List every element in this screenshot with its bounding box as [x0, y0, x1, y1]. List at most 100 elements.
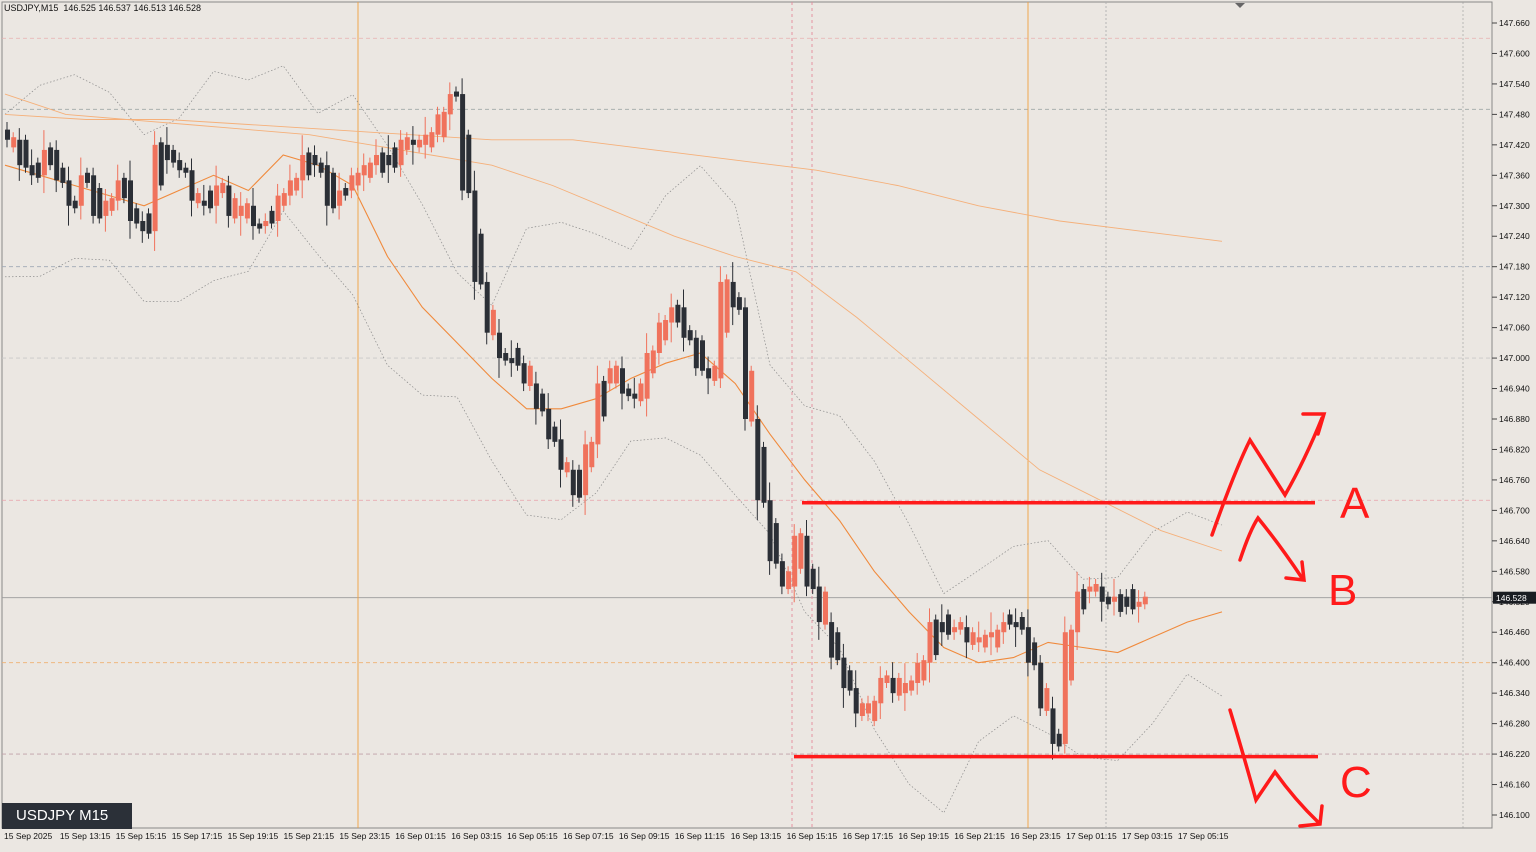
y-tick-label: 146.280 [1499, 719, 1530, 729]
y-tick-label: 147.660 [1499, 18, 1530, 28]
scenario-b-arrow [1238, 515, 1304, 580]
bear-candle [201, 200, 207, 206]
bear-candle [324, 165, 330, 206]
bull-candle [220, 182, 226, 194]
bollinger-lower-band [4, 210, 1223, 814]
bear-candle [208, 190, 213, 209]
bull-candle [1062, 632, 1068, 744]
x-tick-label: 16 Sep 17:15 [843, 831, 894, 841]
y-tick-label: 147.360 [1499, 170, 1530, 180]
moving-average-slow [4, 93, 1223, 552]
x-tick-label: 16 Sep 05:15 [507, 831, 558, 841]
x-tick-label: 15 Sep 21:15 [284, 831, 335, 841]
bear-candle [570, 469, 576, 496]
bear-candle [687, 330, 693, 341]
bull-candle [724, 279, 730, 333]
bull-candle [374, 155, 379, 166]
bear-candle [171, 149, 177, 163]
bull-candle [989, 632, 994, 638]
bull-candle [669, 307, 675, 323]
bull-candle [595, 383, 601, 445]
bear-candle [146, 213, 152, 234]
y-tick-label: 147.300 [1499, 201, 1530, 211]
bull-candle [195, 193, 201, 204]
bull-candle [367, 162, 373, 178]
bull-candle [583, 444, 589, 496]
bear-candle [700, 340, 705, 371]
bull-candle [866, 703, 871, 714]
bear-candle [140, 221, 146, 232]
bear-candle [779, 561, 785, 587]
bear-candle [5, 129, 10, 140]
bear-candle [829, 622, 835, 658]
bear-candle [97, 188, 103, 219]
bull-candle [1136, 601, 1142, 607]
bear-candle [577, 469, 582, 498]
bear-candle [454, 91, 459, 97]
bear-candle [54, 149, 60, 181]
bear-candle [48, 147, 54, 166]
x-tick-label: 16 Sep 11:15 [675, 831, 725, 841]
bull-candle [952, 627, 958, 633]
bull-candle [398, 139, 404, 166]
x-tick-label: 15 Sep 15:15 [116, 831, 167, 841]
bull-candle [11, 137, 17, 148]
bear-candle [558, 439, 564, 470]
x-tick-label: 16 Sep 15:15 [787, 831, 838, 841]
bull-candle [915, 662, 921, 683]
x-tick-label: 16 Sep 09:15 [619, 831, 670, 841]
x-tick-label: 16 Sep 03:15 [451, 831, 502, 841]
bear-candle [761, 446, 767, 503]
symbol-timeframe: USDJPY,M15 [4, 3, 59, 13]
bull-candle [281, 193, 287, 206]
bear-candle [1081, 589, 1087, 610]
bear-candle [121, 177, 127, 199]
bull-candle [1075, 591, 1081, 633]
bull-candle [300, 155, 306, 181]
y-tick-label: 146.100 [1499, 810, 1530, 820]
bear-candle [1013, 622, 1019, 628]
bear-candle [343, 188, 349, 196]
bear-candle [946, 614, 951, 635]
bull-candle [902, 683, 908, 694]
bear-candle [835, 632, 841, 661]
bull-candle [287, 180, 293, 196]
bear-candle [503, 353, 509, 361]
y-tick-label: 147.540 [1499, 79, 1530, 89]
bull-candle [214, 185, 220, 206]
bull-candle [613, 365, 619, 384]
bull-candle [152, 144, 158, 232]
bull-candle [361, 165, 367, 176]
y-tick-label: 147.060 [1499, 323, 1530, 333]
symbol-badge: USDJPY M15 [2, 803, 132, 829]
arrow-head-icon [1301, 412, 1327, 436]
bull-candle [1093, 584, 1099, 592]
bear-candle [816, 586, 822, 623]
bull-candle [78, 175, 84, 206]
y-tick-label: 146.160 [1499, 780, 1530, 790]
x-tick-label: 15 Sep 19:15 [228, 831, 279, 841]
y-tick-label: 146.820 [1499, 444, 1530, 454]
bull-candle [435, 114, 441, 135]
x-tick-label: 15 Sep 17:15 [172, 831, 223, 841]
bull-candle [232, 198, 238, 219]
bear-candle [890, 677, 896, 694]
bull-candle [650, 350, 656, 374]
y-tick-label: 146.580 [1499, 566, 1530, 576]
y-tick-label: 146.700 [1499, 505, 1530, 515]
bear-candle [693, 337, 699, 369]
bear-candle [533, 383, 539, 409]
bear-candle [23, 139, 29, 168]
bear-candle [410, 139, 416, 145]
chart-header: USDJPY,M15 146.525 146.537 146.513 146.5… [4, 3, 201, 13]
bull-candle [1087, 586, 1093, 592]
y-tick-label: 147.180 [1499, 262, 1530, 272]
bull-candle [115, 180, 121, 201]
x-tick-label: 15 Sep 23:15 [339, 831, 390, 841]
bear-candle [66, 180, 72, 206]
bull-candle [656, 322, 662, 353]
bull-candle [718, 281, 724, 379]
bull-candle [1112, 596, 1117, 602]
